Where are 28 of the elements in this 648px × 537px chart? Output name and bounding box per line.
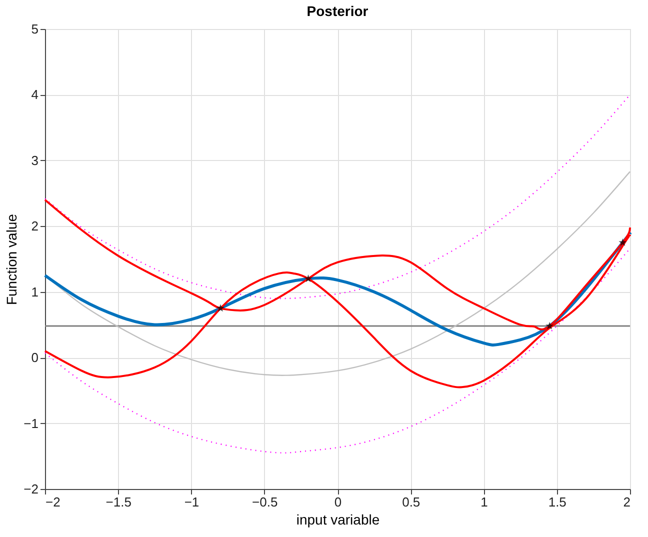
line-series <box>44 94 631 300</box>
x-tick-label: −0.5 <box>252 494 278 510</box>
y-axis-title: Function value <box>4 214 20 306</box>
line-series <box>44 171 631 376</box>
x-tick-label: 0 <box>334 494 342 510</box>
y-tick-label: 0 <box>31 350 38 366</box>
x-axis-title: input variable <box>296 512 380 528</box>
y-tick-label: −1 <box>24 416 38 431</box>
x-tick-label: −1.5 <box>106 494 132 510</box>
y-tick-label: 2 <box>31 218 38 234</box>
x-tick-label: 1 <box>480 494 488 510</box>
x-tick-label: 1.5 <box>548 494 566 510</box>
point <box>216 304 224 312</box>
line-series <box>44 248 631 454</box>
x-tick-label: −2 <box>46 494 60 510</box>
y-tick-label: −2 <box>24 482 38 496</box>
y-tick-label: 4 <box>31 87 38 102</box>
line-series <box>44 232 632 346</box>
point <box>304 274 312 282</box>
point <box>618 238 627 246</box>
x-tick-label: 2 <box>623 494 630 510</box>
y-tick-label: 1 <box>31 284 38 300</box>
y-tick-label: 3 <box>31 152 38 168</box>
chart-title: Posterior <box>306 3 369 19</box>
point <box>546 322 554 330</box>
x-tick-label: 0.5 <box>402 494 420 510</box>
x-tick-label: −1 <box>184 494 200 510</box>
y-tick-label: 5 <box>31 22 38 36</box>
